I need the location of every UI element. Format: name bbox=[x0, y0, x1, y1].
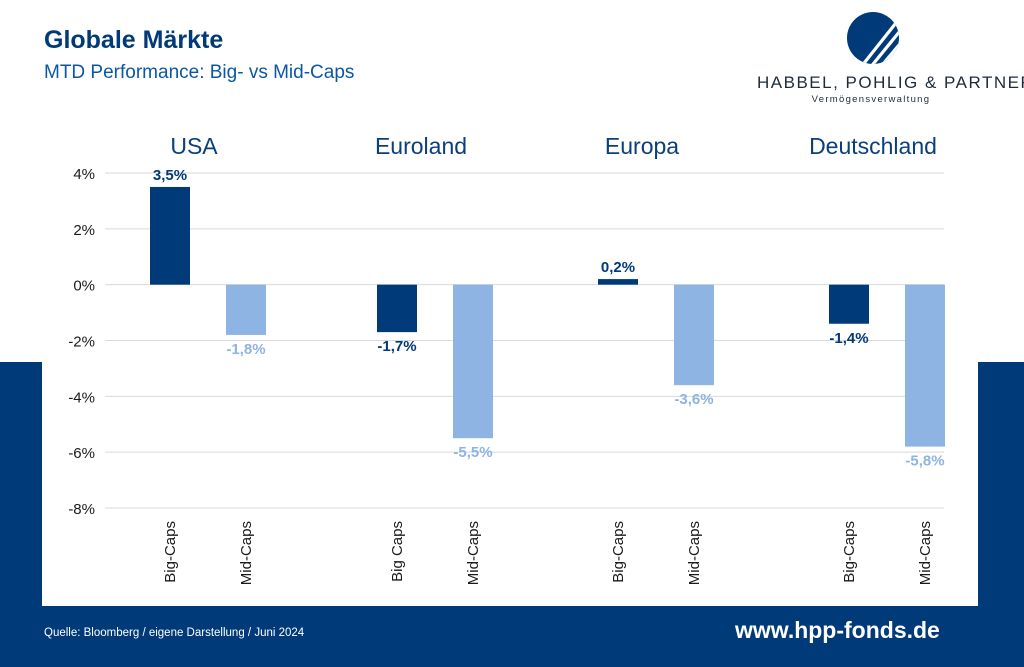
group-label: Euroland bbox=[375, 133, 467, 159]
website-link[interactable]: www.hpp-fonds.de bbox=[735, 617, 940, 643]
y-tick-label: 4% bbox=[73, 166, 95, 183]
group-label: Europa bbox=[605, 133, 679, 159]
bar-big-caps bbox=[377, 284, 417, 333]
chart-panel bbox=[42, 0, 978, 606]
data-label: -5,8% bbox=[905, 453, 944, 470]
bar-big-caps bbox=[150, 186, 190, 285]
category-label: Big Caps bbox=[389, 521, 406, 582]
category-label: Mid-Caps bbox=[686, 521, 703, 585]
group-label: Deutschland bbox=[809, 133, 937, 159]
logo-name: HABBEL, POHLIG & PARTNER bbox=[757, 73, 1024, 92]
data-label: -1,7% bbox=[377, 338, 416, 355]
data-label: -1,8% bbox=[226, 341, 265, 358]
source-note: Quelle: Bloomberg / eigene Darstellung /… bbox=[44, 627, 305, 639]
y-tick-label: -2% bbox=[68, 334, 95, 351]
bar-big-caps bbox=[598, 279, 638, 285]
bar-mid-caps bbox=[226, 284, 266, 335]
y-tick-label: 0% bbox=[73, 278, 95, 295]
data-label: 0,2% bbox=[601, 259, 635, 276]
page-title: Globale Märkte bbox=[44, 26, 224, 54]
y-tick-label: -6% bbox=[68, 445, 95, 462]
data-label: -3,6% bbox=[674, 391, 713, 408]
data-label: -5,5% bbox=[453, 444, 492, 461]
bar-mid-caps bbox=[453, 284, 493, 439]
y-tick-label: -8% bbox=[68, 501, 95, 518]
bar-big-caps bbox=[829, 284, 869, 324]
page-subtitle: MTD Performance: Big- vs Mid-Caps bbox=[44, 62, 355, 83]
bar-mid-caps bbox=[905, 284, 945, 447]
bar-mid-caps bbox=[674, 284, 714, 386]
category-label: Mid-Caps bbox=[465, 521, 482, 585]
logo-tagline: Vermögensverwaltung bbox=[811, 94, 931, 105]
stripe-circle-icon bbox=[847, 12, 899, 64]
category-label: Mid-Caps bbox=[238, 521, 255, 585]
category-label: Big-Caps bbox=[610, 521, 627, 583]
category-label: Mid-Caps bbox=[917, 521, 934, 585]
y-tick-label: 2% bbox=[73, 222, 95, 239]
category-label: Big-Caps bbox=[841, 521, 858, 583]
data-label: 3,5% bbox=[153, 167, 187, 184]
y-tick-label: -4% bbox=[68, 389, 95, 406]
category-label: Big-Caps bbox=[162, 521, 179, 583]
data-label: -1,4% bbox=[829, 330, 868, 347]
group-label: USA bbox=[170, 133, 218, 159]
